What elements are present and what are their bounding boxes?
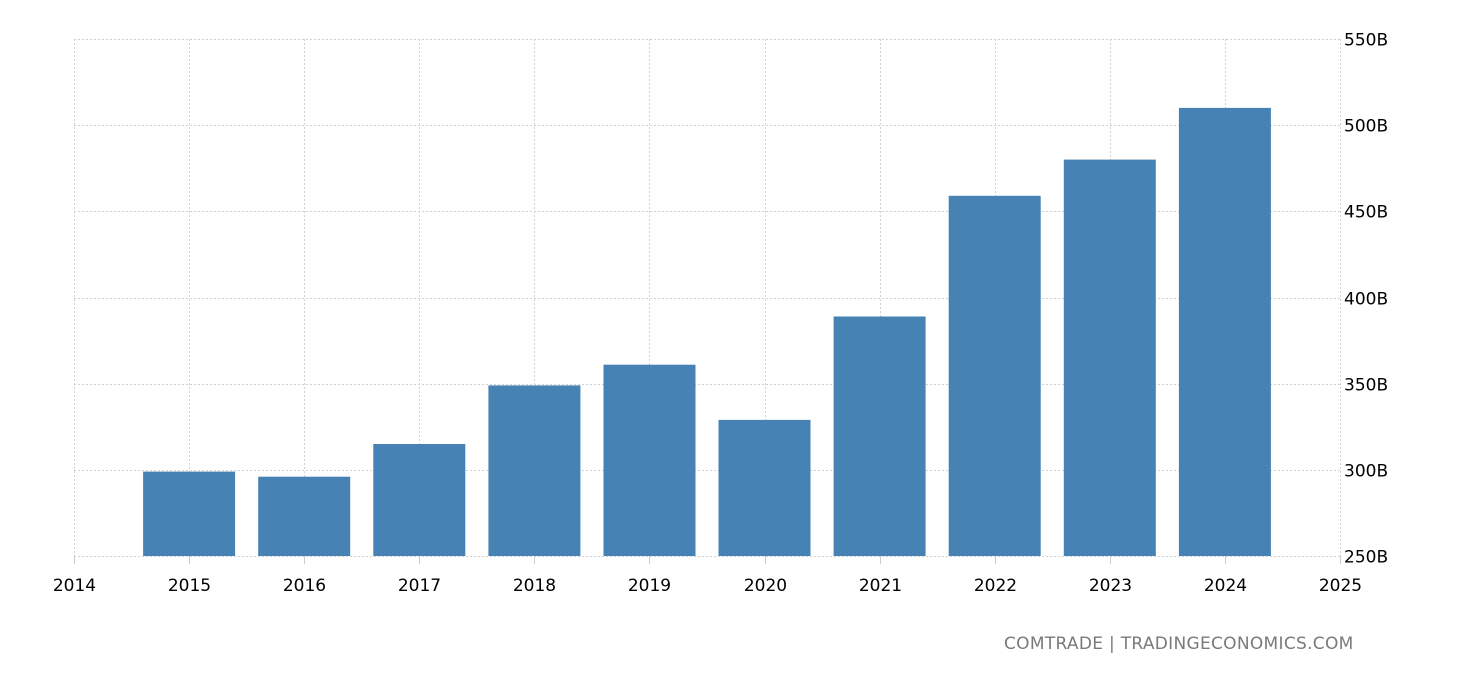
x-tick-label: 2021 (859, 576, 902, 596)
y-tick-label: 500B (1344, 117, 1388, 137)
bar-2023 (1063, 159, 1156, 556)
bars (143, 107, 1271, 557)
y-tick-label: 350B (1344, 376, 1388, 396)
x-tick-label: 2017 (398, 576, 441, 596)
x-tick-label: 2023 (1089, 576, 1132, 596)
x-tick-label: 2019 (628, 576, 671, 596)
grid-lines (74, 39, 1341, 557)
y-tick-label: 400B (1344, 290, 1388, 310)
x-tick-label: 2016 (283, 576, 326, 596)
x-tick-label: 2014 (53, 576, 96, 596)
bar-2018 (488, 385, 581, 556)
x-tick-label: 2024 (1204, 576, 1247, 596)
bar-2016 (258, 476, 351, 556)
axes: 250B 300B 350B 400B 450B 500B 550B 2014 2015 2016… (53, 31, 1388, 597)
x-tick-label: 2020 (744, 576, 787, 596)
x-tick-label: 2022 (974, 576, 1017, 596)
bar-2020 (718, 419, 811, 556)
bar-2019 (603, 364, 696, 556)
y-tick-label: 250B (1344, 548, 1388, 568)
y-tick-label: 550B (1344, 31, 1388, 51)
bar-2015 (143, 471, 236, 556)
y-tick-label: 300B (1344, 462, 1388, 482)
bar-2017 (373, 444, 466, 556)
x-tick-label: 2015 (168, 576, 211, 596)
x-tick-label: 2025 (1319, 576, 1362, 596)
x-tick-label: 2018 (513, 576, 556, 596)
source-label: COMTRADE | TRADINGECONOMICS.COM (1004, 634, 1354, 654)
y-tick-label: 450B (1344, 203, 1388, 223)
bar-2024 (1178, 107, 1271, 557)
bar-2022 (948, 195, 1041, 557)
bar-2021 (833, 316, 926, 556)
